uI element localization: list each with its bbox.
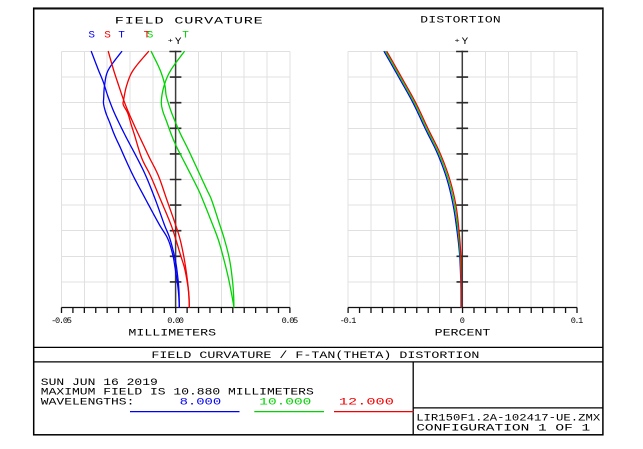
svg-text:Y: Y xyxy=(175,36,182,47)
svg-text:CONFIGURATION 1 OF 1: CONFIGURATION 1 OF 1 xyxy=(416,423,590,434)
svg-text:T: T xyxy=(144,30,151,41)
svg-text:SUN JUN 16 2019: SUN JUN 16 2019 xyxy=(41,377,158,388)
svg-text:DISTORTION: DISTORTION xyxy=(420,15,500,26)
svg-text:MILLIMETERS: MILLIMETERS xyxy=(128,328,216,339)
svg-text:Y: Y xyxy=(462,36,469,47)
svg-text:12.000: 12.000 xyxy=(339,396,394,407)
svg-text:0.05: 0.05 xyxy=(282,316,299,326)
svg-text:10.000: 10.000 xyxy=(259,396,311,407)
svg-text:-0.1: -0.1 xyxy=(340,316,357,326)
svg-text:+: + xyxy=(454,38,460,45)
svg-text:-0.05: -0.05 xyxy=(51,316,72,326)
svg-text:LIR150F1.2A-102417-UE.ZMX: LIR150F1.2A-102417-UE.ZMX xyxy=(416,413,600,424)
svg-text:S: S xyxy=(88,30,95,41)
svg-text:WAVELENGTHS:: WAVELENGTHS: xyxy=(41,397,135,408)
svg-text:0.1: 0.1 xyxy=(571,316,584,326)
svg-text:PERCENT: PERCENT xyxy=(435,328,491,339)
svg-text:+: + xyxy=(168,38,174,45)
svg-text:T: T xyxy=(182,30,189,41)
svg-text:T: T xyxy=(118,30,125,41)
svg-text:MAXIMUM FIELD IS 10.880 MILLIM: MAXIMUM FIELD IS 10.880 MILLIMETERS xyxy=(41,387,314,398)
svg-text:S: S xyxy=(147,30,154,41)
svg-text:8.000: 8.000 xyxy=(180,396,222,407)
svg-text:0.00: 0.00 xyxy=(167,316,184,326)
svg-text:FIELD CURVATURE: FIELD CURVATURE xyxy=(115,15,263,27)
svg-text:S: S xyxy=(104,30,111,41)
svg-text:0: 0 xyxy=(460,316,465,326)
svg-text:FIELD CURVATURE / F-TAN(THETA): FIELD CURVATURE / F-TAN(THETA) DISTORTIO… xyxy=(151,350,479,362)
